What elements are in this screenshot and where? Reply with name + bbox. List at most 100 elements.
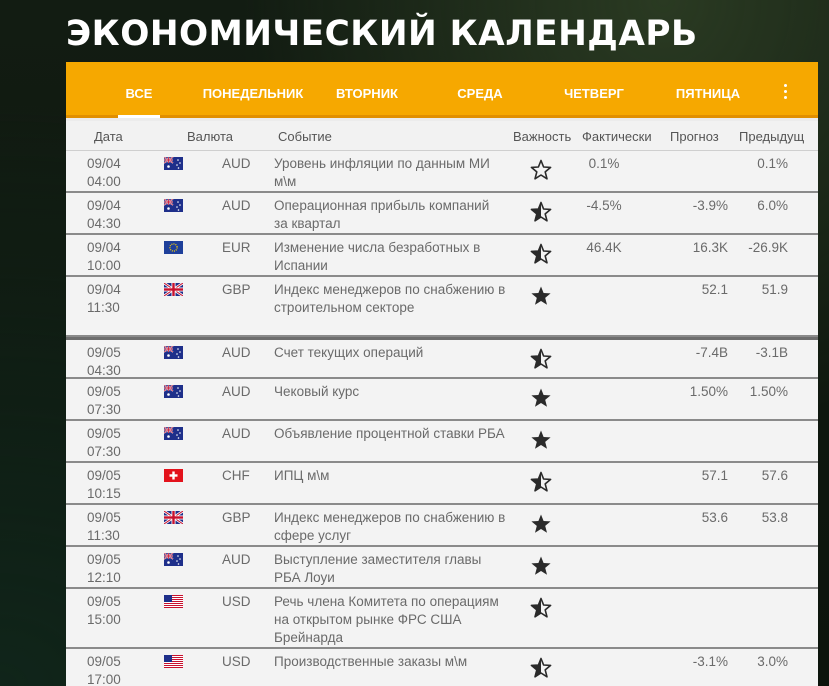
table-row[interactable]: 09/05 04:30 AUD Счет текущих операций -7.4B -… bbox=[66, 337, 818, 379]
event-time: 07:30 bbox=[87, 444, 121, 459]
event-date: 09/05 07:30 bbox=[87, 425, 121, 461]
event-time: 04:00 bbox=[87, 174, 121, 189]
tab-friday[interactable]: ПЯТНИЦА bbox=[675, 86, 741, 101]
event-actual: 46.4K bbox=[586, 240, 622, 255]
event-day: 09/05 bbox=[87, 384, 121, 399]
page-title: ЭКОНОМИЧЕСКИЙ КАЛЕНДАРЬ bbox=[66, 14, 698, 54]
table-row[interactable]: 09/04 10:00 EUR Изменение числа безработных… bbox=[66, 235, 818, 277]
importance-star-icon bbox=[530, 429, 552, 451]
tab-thursday[interactable]: ЧЕТВЕРГ bbox=[564, 86, 624, 101]
table-row[interactable]: 09/04 11:30 GBP Индекс менеджеров по снабже… bbox=[66, 277, 818, 337]
importance-star-icon bbox=[530, 201, 552, 223]
event-date: 09/04 04:30 bbox=[87, 197, 121, 233]
importance-star-icon bbox=[530, 243, 552, 265]
header-importance[interactable]: Важность bbox=[513, 129, 572, 144]
event-day: 09/05 bbox=[87, 426, 121, 441]
event-previous: 1.50% bbox=[749, 384, 788, 399]
header-date[interactable]: Дата bbox=[94, 129, 123, 144]
table-row[interactable]: 09/05 15:00 USD Речь члена Комитета по опер… bbox=[66, 589, 818, 649]
event-time: 11:30 bbox=[87, 300, 120, 315]
header-previous[interactable]: Предыдущ bbox=[739, 129, 805, 144]
australia-flag-icon bbox=[164, 346, 183, 359]
event-date: 09/05 07:30 bbox=[87, 383, 121, 419]
event-title[interactable]: Объявление процентной ставки РБА bbox=[274, 426, 505, 441]
event-previous: 53.8 bbox=[761, 510, 788, 525]
importance-star-icon bbox=[530, 348, 552, 370]
event-title[interactable]: Операционная прибыль компаний за квартал bbox=[274, 198, 490, 231]
kebab-menu-icon[interactable] bbox=[784, 84, 788, 102]
event-title[interactable]: Речь члена Комитета по операциям на откр… bbox=[274, 594, 499, 645]
event-currency: USD bbox=[222, 654, 251, 669]
event-currency: CHF bbox=[222, 468, 250, 483]
event-day: 09/05 bbox=[87, 510, 121, 525]
tab-monday[interactable]: ПОНЕДЕЛЬНИК bbox=[202, 86, 304, 101]
usa-flag-icon bbox=[164, 655, 183, 668]
event-currency: AUD bbox=[222, 156, 251, 171]
importance-star-icon bbox=[530, 513, 552, 535]
event-title[interactable]: Индекс менеджеров по снабжению в сфере у… bbox=[274, 510, 506, 543]
event-forecast: 1.50% bbox=[689, 384, 728, 399]
australia-flag-icon bbox=[164, 553, 183, 566]
event-currency: GBP bbox=[222, 510, 251, 525]
event-title[interactable]: Изменение числа безработных в Испании bbox=[274, 240, 481, 273]
event-previous: 6.0% bbox=[757, 198, 788, 213]
header-event[interactable]: Событие bbox=[278, 129, 332, 144]
event-day: 09/04 bbox=[87, 240, 121, 255]
event-forecast: 53.6 bbox=[701, 510, 728, 525]
table-row[interactable]: 09/05 12:10 AUD Выступление заместителя гла… bbox=[66, 547, 818, 589]
table-row[interactable]: 09/05 07:30 AUD Чековый курс 1.50% 1.50% bbox=[66, 379, 818, 421]
tab-tuesday[interactable]: ВТОРНИК bbox=[336, 86, 398, 101]
event-time: 11:30 bbox=[87, 528, 120, 543]
tab-wednesday[interactable]: СРЕДА bbox=[457, 86, 503, 101]
event-day: 09/04 bbox=[87, 156, 121, 171]
event-date: 09/04 04:00 bbox=[87, 155, 121, 191]
event-day: 09/05 bbox=[87, 654, 121, 669]
table-row[interactable]: 09/05 11:30 GBP Индекс менеджеров по снабже… bbox=[66, 505, 818, 547]
event-time: 10:15 bbox=[87, 486, 121, 501]
header-currency[interactable]: Валюта bbox=[187, 129, 233, 144]
header-actual[interactable]: Фактически bbox=[582, 129, 652, 144]
event-time: 04:30 bbox=[87, 216, 121, 231]
event-title[interactable]: ИПЦ м\м bbox=[274, 468, 330, 483]
event-title[interactable]: Счет текущих операций bbox=[274, 345, 424, 360]
event-previous: -3.1B bbox=[755, 345, 788, 360]
event-day: 09/05 bbox=[87, 468, 121, 483]
day-tabs: ВСЕ ПОНЕДЕЛЬНИК ВТОРНИК СРЕДА ЧЕТВЕРГ ПЯ… bbox=[66, 62, 818, 118]
table-row[interactable]: 09/05 17:00 USD Производственные заказы м\м… bbox=[66, 649, 818, 686]
importance-star-icon bbox=[530, 597, 552, 619]
event-actual: 0.1% bbox=[588, 156, 620, 171]
event-date: 09/05 17:00 bbox=[87, 653, 121, 686]
event-currency: AUD bbox=[222, 384, 251, 399]
event-title[interactable]: Чековый курс bbox=[274, 384, 360, 399]
economic-calendar-widget: ВСЕ ПОНЕДЕЛЬНИК ВТОРНИК СРЕДА ЧЕТВЕРГ ПЯ… bbox=[66, 62, 818, 686]
event-currency: USD bbox=[222, 594, 251, 609]
event-forecast: -3.9% bbox=[692, 198, 728, 213]
event-currency: AUD bbox=[222, 198, 251, 213]
table-row[interactable]: 09/04 04:00 AUD Уровень инфляции по данным … bbox=[66, 151, 818, 193]
event-title[interactable]: Индекс менеджеров по снабжению в строите… bbox=[274, 282, 506, 315]
table-row[interactable]: 09/05 07:30 AUD Объявление процентной ставк… bbox=[66, 421, 818, 463]
header-forecast[interactable]: Прогноз bbox=[670, 129, 719, 144]
importance-star-icon bbox=[530, 657, 552, 679]
tab-all[interactable]: ВСЕ bbox=[102, 62, 176, 118]
event-title[interactable]: Производственные заказы м\м bbox=[274, 654, 468, 669]
event-forecast: -3.1% bbox=[692, 654, 728, 669]
event-time: 12:10 bbox=[87, 570, 121, 585]
event-time: 04:30 bbox=[87, 363, 121, 378]
table-row[interactable]: 09/04 04:30 AUD Операционная прибыль компан… bbox=[66, 193, 818, 235]
event-previous: 0.1% bbox=[757, 156, 788, 171]
event-date: 09/04 10:00 bbox=[87, 239, 121, 275]
event-day: 09/05 bbox=[87, 552, 121, 567]
event-date: 09/05 10:15 bbox=[87, 467, 121, 503]
event-title[interactable]: Уровень инфляции по данным МИ м\м bbox=[274, 156, 490, 189]
importance-star-icon bbox=[530, 471, 552, 493]
event-currency: AUD bbox=[222, 345, 251, 360]
importance-star-icon bbox=[530, 159, 552, 181]
uk-flag-icon bbox=[164, 283, 183, 296]
event-currency: AUD bbox=[222, 552, 251, 567]
event-forecast: -7.4B bbox=[695, 345, 728, 360]
events-table: 09/04 04:00 AUD Уровень инфляции по данным … bbox=[66, 151, 818, 686]
table-row[interactable]: 09/05 10:15 CHF ИПЦ м\м 57.1 57.6 bbox=[66, 463, 818, 505]
event-previous: 51.9 bbox=[761, 282, 788, 297]
event-title[interactable]: Выступление заместителя главы РБА Лоуи bbox=[274, 552, 482, 585]
